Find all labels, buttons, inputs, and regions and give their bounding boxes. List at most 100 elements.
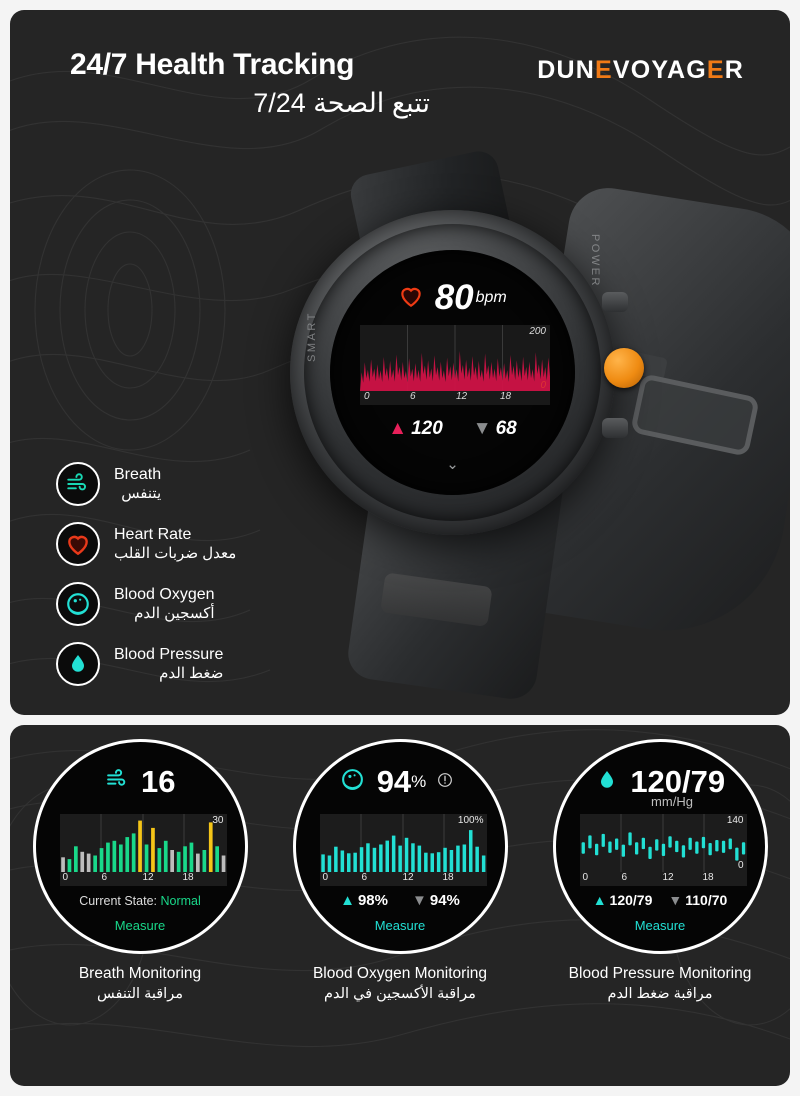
triangle-down-icon: ▼ [668,892,683,908]
logo-text-3: R [724,56,744,84]
breath-xtick-12: 12 [142,872,154,883]
hr-xtick-6: 6 [410,391,416,402]
chevron-down-icon[interactable]: ⌄ [446,456,459,473]
blood-pressure-xtick-6: 6 [621,872,628,883]
breath-caption: Breath Monitoring مراقبة التنفس [79,964,201,1004]
blood-pressure-chart: 140 0 0 6 12 18 [579,814,747,886]
blood-pressure-xtick-0: 0 [582,872,589,883]
monitoring-cards: 16 30 0 6 12 18 Current State: [10,739,790,1004]
feature-breath-label-ar: يتنفس [121,485,162,502]
page-title: 24/7 Health Tracking [70,48,355,81]
watch-bottom-button[interactable] [602,418,628,438]
breath-measure-label: Measure [114,918,166,933]
blood-pressure-xtick-12: 12 [662,872,674,883]
wind-icon [56,462,100,506]
watch-case: SMART POWER 80 bpm [290,210,644,535]
blood-pressure-xtick-18: 18 [702,872,714,883]
blood-oxygen-caption-ar: مراقبة الأكسجين في الدم [324,986,476,1002]
breath-state: Current State: Normal [36,894,245,908]
smartwatch-product-image: SMART POWER 80 bpm [240,147,790,715]
feature-heart-rate-label-ar: معدل ضربات القلب [114,545,237,562]
feature-blood-pressure-labels: Blood Pressure ضغط الدم [114,645,223,683]
watch-diastolic: ▼ 68 [473,418,517,440]
blood-pressure-dial[interactable]: 120/79 mm/Hg 140 0 0 6 12 18 [552,739,768,954]
blood-oxygen-value: 94 [376,764,412,799]
breath-caption-en: Breath Monitoring [78,965,202,982]
blood-pressure-minmax: ▲ 120/79 ▼ 110/70 [556,892,765,908]
wind-icon [105,767,130,797]
feature-breath-label-en: Breath [114,466,162,483]
blood-pressure-x-axis: 0 6 12 18 [580,872,747,886]
blood-oxygen-dial[interactable]: 94% 100% 0 [292,739,508,954]
breath-bar-plot [60,814,225,872]
hr-x-axis: 0 6 12 18 [360,391,550,405]
triangle-up-icon: ▲ [340,892,355,909]
breath-readout: 16 [36,764,245,800]
info-icon[interactable] [437,772,453,793]
blood-pressure-caption: Blood Pressure Monitoring مراقبة ضغط الد… [569,964,752,1004]
blood-oxygen-measure-button[interactable]: Measure [296,918,505,933]
blood-oxygen-icon [56,582,100,626]
breath-state-value: Normal [160,894,201,908]
breath-dial[interactable]: 16 30 0 6 12 18 Current State: [32,739,248,954]
blood-oxygen-bar-plot [320,814,485,872]
feature-breath-labels: Breath يتنفس [114,465,161,503]
heart-icon [56,522,100,566]
blood-oxygen-xtick-12: 12 [402,872,414,883]
breath-measure-button[interactable]: Measure [36,918,245,933]
blood-oxygen-chart: 100% 0 6 12 18 [319,814,487,886]
breath-caption-ar: مراقبة التنفس [97,986,183,1002]
blood-pressure-unit: mm/Hg [651,794,693,809]
blood-pressure-y-min-label: 0 [737,860,744,871]
blood-oxygen-measure-label: Measure [374,918,426,933]
feature-item-heart-rate: Heart Rate معدل ضربات القلب [56,514,236,574]
blood-oxygen-readout: 94% [296,764,505,800]
hr-xtick-12: 12 [456,391,468,402]
blood-oxygen-icon [340,767,365,797]
hr-y-min-label: 0 [540,380,546,391]
bezel-text-right: POWER [589,233,601,288]
triangle-down-icon: ▼ [472,418,492,439]
blood-oxygen-high-value: 98% [357,892,388,909]
triangle-down-icon: ▼ [412,892,427,909]
blood-oxygen-caption: Blood Oxygen Monitoring مراقبة الأكسجين … [313,964,487,1004]
blood-oxygen-x-axis: 0 6 12 18 [320,872,487,886]
breath-xtick-0: 0 [62,872,69,883]
breath-x-axis: 0 6 12 18 [60,872,227,886]
hero-header: 24/7 Health Tracking تتبع الصحة 7/24 DUN… [10,48,790,158]
blood-pressure-high: ▲ 120/79 [593,892,653,908]
watch-systolic: ▲ 120 [388,418,443,440]
blood-pressure-measure-button[interactable]: Measure [556,918,765,933]
feature-list: Breath يتنفس Heart Rate معدل ضربات القلب [56,454,236,694]
monitoring-panel: 16 30 0 6 12 18 Current State: [10,725,790,1086]
brand-logo: DUNEVOYAGER [537,56,744,85]
heart-rate-area-plot [360,325,550,391]
feature-blood-oxygen-label-ar: أكسجين الدم [134,605,215,622]
logo-accent-1: E [594,56,613,84]
bezel-text-left: SMART [306,311,318,362]
breath-state-label: Current State: [79,894,158,908]
blood-pressure-readout: 120/79 [556,764,765,800]
hr-xtick-18: 18 [500,391,512,402]
watch-top-button[interactable] [602,292,628,312]
blood-oxygen-low-value: 94% [429,892,460,909]
hero-panel: 24/7 Health Tracking تتبع الصحة 7/24 DUN… [10,10,790,715]
heart-rate-readout: 80 bpm [330,278,575,318]
heart-rate-value: 80 [434,278,474,317]
blood-pressure-y-max-label: 140 [726,815,744,826]
feature-heart-rate-labels: Heart Rate معدل ضربات القلب [114,525,236,563]
watch-crown-button[interactable] [604,348,644,388]
blood-oxygen-high: ▲ 98% [340,892,388,909]
card-blood-pressure-monitoring: 120/79 mm/Hg 140 0 0 6 12 18 [530,739,790,1004]
blood-oxygen-unit: % [411,772,427,791]
feature-blood-oxygen-label-en: Blood Oxygen [114,586,215,603]
feature-blood-pressure-label-ar: ضغط الدم [159,665,224,682]
blood-oxygen-xtick-0: 0 [322,872,329,883]
blood-oxygen-xtick-6: 6 [361,872,368,883]
watch-screen[interactable]: 80 bpm 200 0 0 6 12 18 ▲ [330,250,575,495]
watch-bp-summary: ▲ 120 ▼ 68 [330,418,575,440]
heart-icon [398,283,424,314]
breath-chart: 30 0 6 12 18 [59,814,227,886]
heart-rate-chart: 200 0 0 6 12 18 [360,325,550,405]
